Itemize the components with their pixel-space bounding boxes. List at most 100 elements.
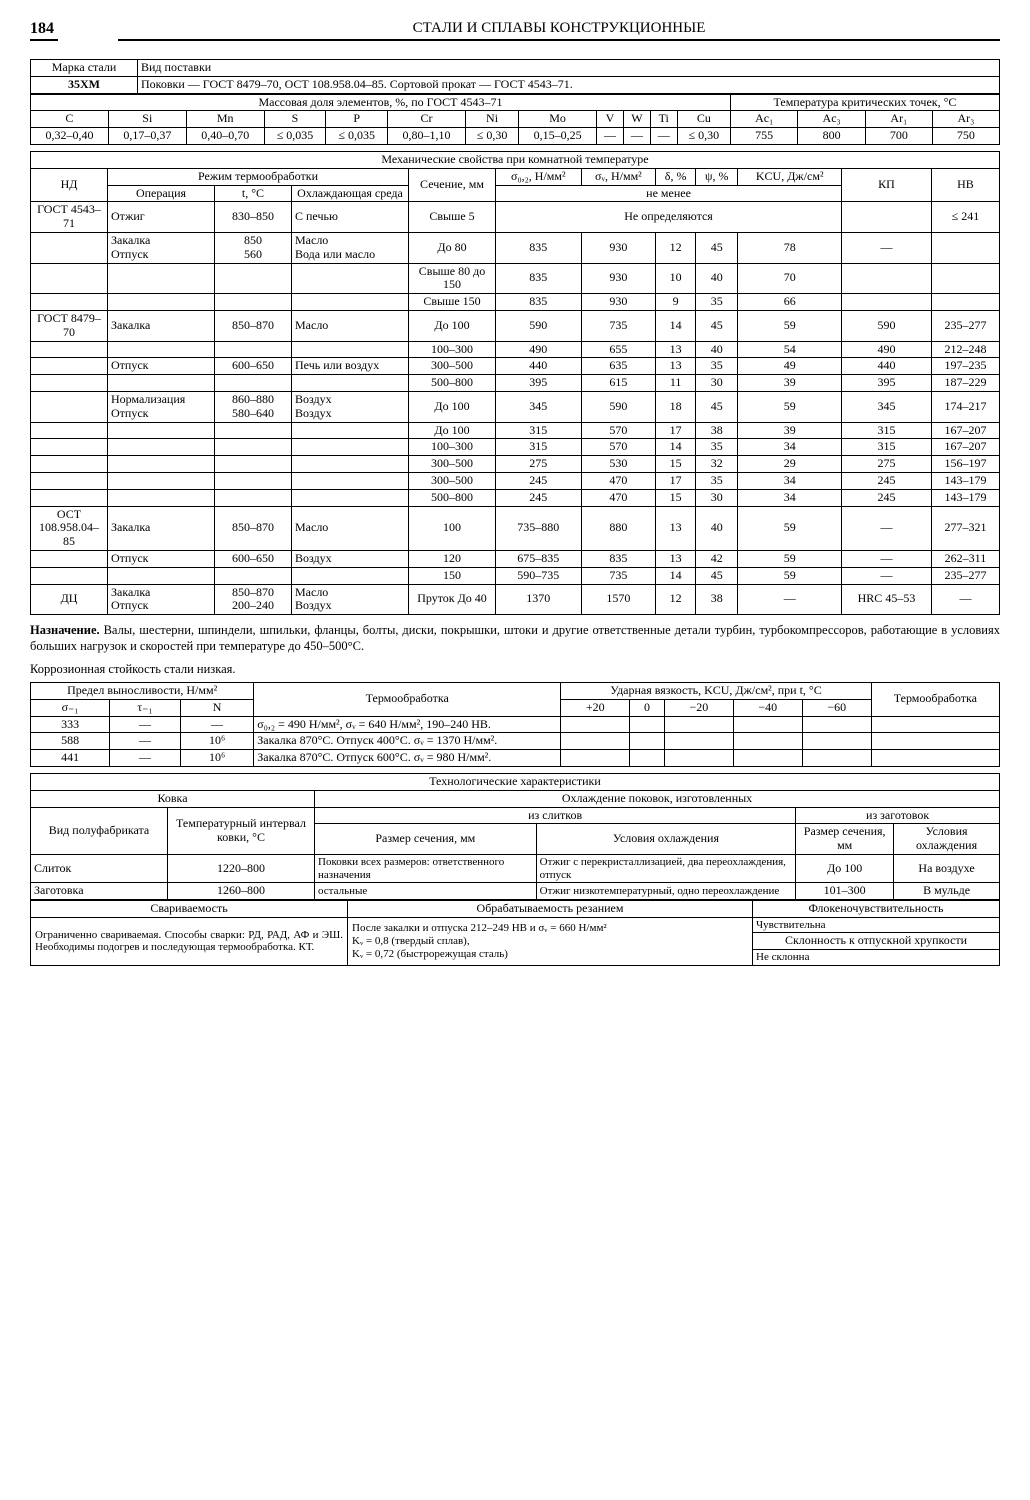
- treat-h: Термообработка: [254, 682, 561, 716]
- comp-title: Массовая доля элементов, %, по ГОСТ 4543…: [31, 94, 731, 111]
- nd: [31, 294, 108, 311]
- t: [215, 341, 292, 358]
- kp: 490: [842, 341, 932, 358]
- sect: Пруток До 40: [409, 584, 496, 615]
- hb: 277–321: [931, 506, 999, 550]
- comp-val: —: [623, 128, 650, 145]
- kp: 245: [842, 472, 932, 489]
- cool: [292, 263, 409, 294]
- from-ingot: из слитков: [315, 807, 796, 824]
- sv: 470: [581, 472, 656, 489]
- sv: 635: [581, 358, 656, 375]
- sv: 470: [581, 489, 656, 506]
- cool: [292, 294, 409, 311]
- size2: До 100: [796, 854, 894, 882]
- t1: —: [110, 716, 181, 733]
- n-h: N: [180, 699, 253, 716]
- sect-h: Сечение, мм: [409, 168, 496, 202]
- op: Закалка: [108, 506, 215, 550]
- grade-table: Марка стали Вид поставки 35ХМ Поковки — …: [30, 59, 1000, 94]
- kcu: 54: [738, 341, 842, 358]
- op: [108, 567, 215, 584]
- temper-title: Склонность к отпускной хрупкости: [753, 933, 1000, 950]
- t: 600–650: [215, 358, 292, 375]
- kp-h: КП: [842, 168, 932, 202]
- s02: 735–880: [496, 506, 582, 550]
- flake-title: Флокеночувствительность: [753, 901, 1000, 918]
- range: 1260–800: [168, 883, 315, 900]
- comp-val: 800: [798, 128, 865, 145]
- notless: не менее: [496, 185, 842, 202]
- kp: —: [842, 550, 932, 567]
- sv: 590: [581, 391, 656, 422]
- mach-text: После закалки и отпуска 212–249 НВ и σᵥ …: [348, 917, 753, 965]
- comp-val: —: [650, 128, 677, 145]
- s02: 315: [496, 422, 582, 439]
- purpose: Назначение. Валы, шестерни, шпиндели, шп…: [30, 623, 1000, 654]
- s02: 315: [496, 439, 582, 456]
- comp-val: 0,17–0,37: [108, 128, 186, 145]
- sect: Свыше 80 до 150: [409, 263, 496, 294]
- sect: 500–800: [409, 489, 496, 506]
- d: 13: [656, 506, 696, 550]
- weld-text: Ограниченно свариваемая. Способы сварки:…: [31, 917, 348, 965]
- nd: [31, 567, 108, 584]
- d: 15: [656, 489, 696, 506]
- comp-val: ≤ 0,035: [326, 128, 388, 145]
- nd: [31, 489, 108, 506]
- psi: 35: [696, 439, 738, 456]
- hb: 235–277: [931, 567, 999, 584]
- kcu-c0: +20: [561, 699, 630, 716]
- psi: 40: [696, 341, 738, 358]
- t: 850–870: [215, 506, 292, 550]
- cool: С печью: [292, 202, 409, 233]
- cooling-h: Охлаждение поковок, изготовленных: [315, 790, 1000, 807]
- comp-col: S: [264, 111, 326, 128]
- comp-col: Cr: [388, 111, 466, 128]
- kp: 315: [842, 422, 932, 439]
- supply: Поковки — ГОСТ 8479–70, ОСТ 108.958.04–8…: [138, 76, 1000, 93]
- nd: [31, 375, 108, 392]
- t1: —: [110, 750, 181, 767]
- sect: До 80: [409, 232, 496, 263]
- sv: 735: [581, 567, 656, 584]
- psi: 38: [696, 422, 738, 439]
- n: 10⁶: [180, 750, 253, 767]
- hb: 167–207: [931, 439, 999, 456]
- op: [108, 439, 215, 456]
- kcu: 70: [738, 263, 842, 294]
- s02: 245: [496, 472, 582, 489]
- comp-col: Mo: [519, 111, 597, 128]
- mech-title: Механические свойства при комнатной темп…: [31, 151, 1000, 168]
- kcu: 39: [738, 422, 842, 439]
- sv: 835: [581, 550, 656, 567]
- s02: 440: [496, 358, 582, 375]
- cool: [292, 567, 409, 584]
- kp: 245: [842, 489, 932, 506]
- s02: 490: [496, 341, 582, 358]
- cool-h: Охлаждающая среда: [292, 185, 409, 202]
- nd: [31, 422, 108, 439]
- kcu: 29: [738, 456, 842, 473]
- t: 850 560: [215, 232, 292, 263]
- mach-title: Обрабатываемость резанием: [348, 901, 753, 918]
- nd: ГОСТ 4543–71: [31, 202, 108, 233]
- cool: Масло: [292, 506, 409, 550]
- hb: [931, 232, 999, 263]
- s1: 441: [31, 750, 110, 767]
- d: 13: [656, 550, 696, 567]
- type: Заготовка: [31, 883, 168, 900]
- op: Закалка Отпуск: [108, 584, 215, 615]
- comp-col: P: [326, 111, 388, 128]
- comp-col: Cu: [677, 111, 730, 128]
- d: 17: [656, 472, 696, 489]
- sect: 500–800: [409, 375, 496, 392]
- kcu: 34: [738, 472, 842, 489]
- cool: [292, 341, 409, 358]
- psi: 35: [696, 472, 738, 489]
- sect: 100: [409, 506, 496, 550]
- op: [108, 489, 215, 506]
- sect: До 100: [409, 310, 496, 341]
- comp-val: 0,40–0,70: [186, 128, 264, 145]
- s02: 245: [496, 489, 582, 506]
